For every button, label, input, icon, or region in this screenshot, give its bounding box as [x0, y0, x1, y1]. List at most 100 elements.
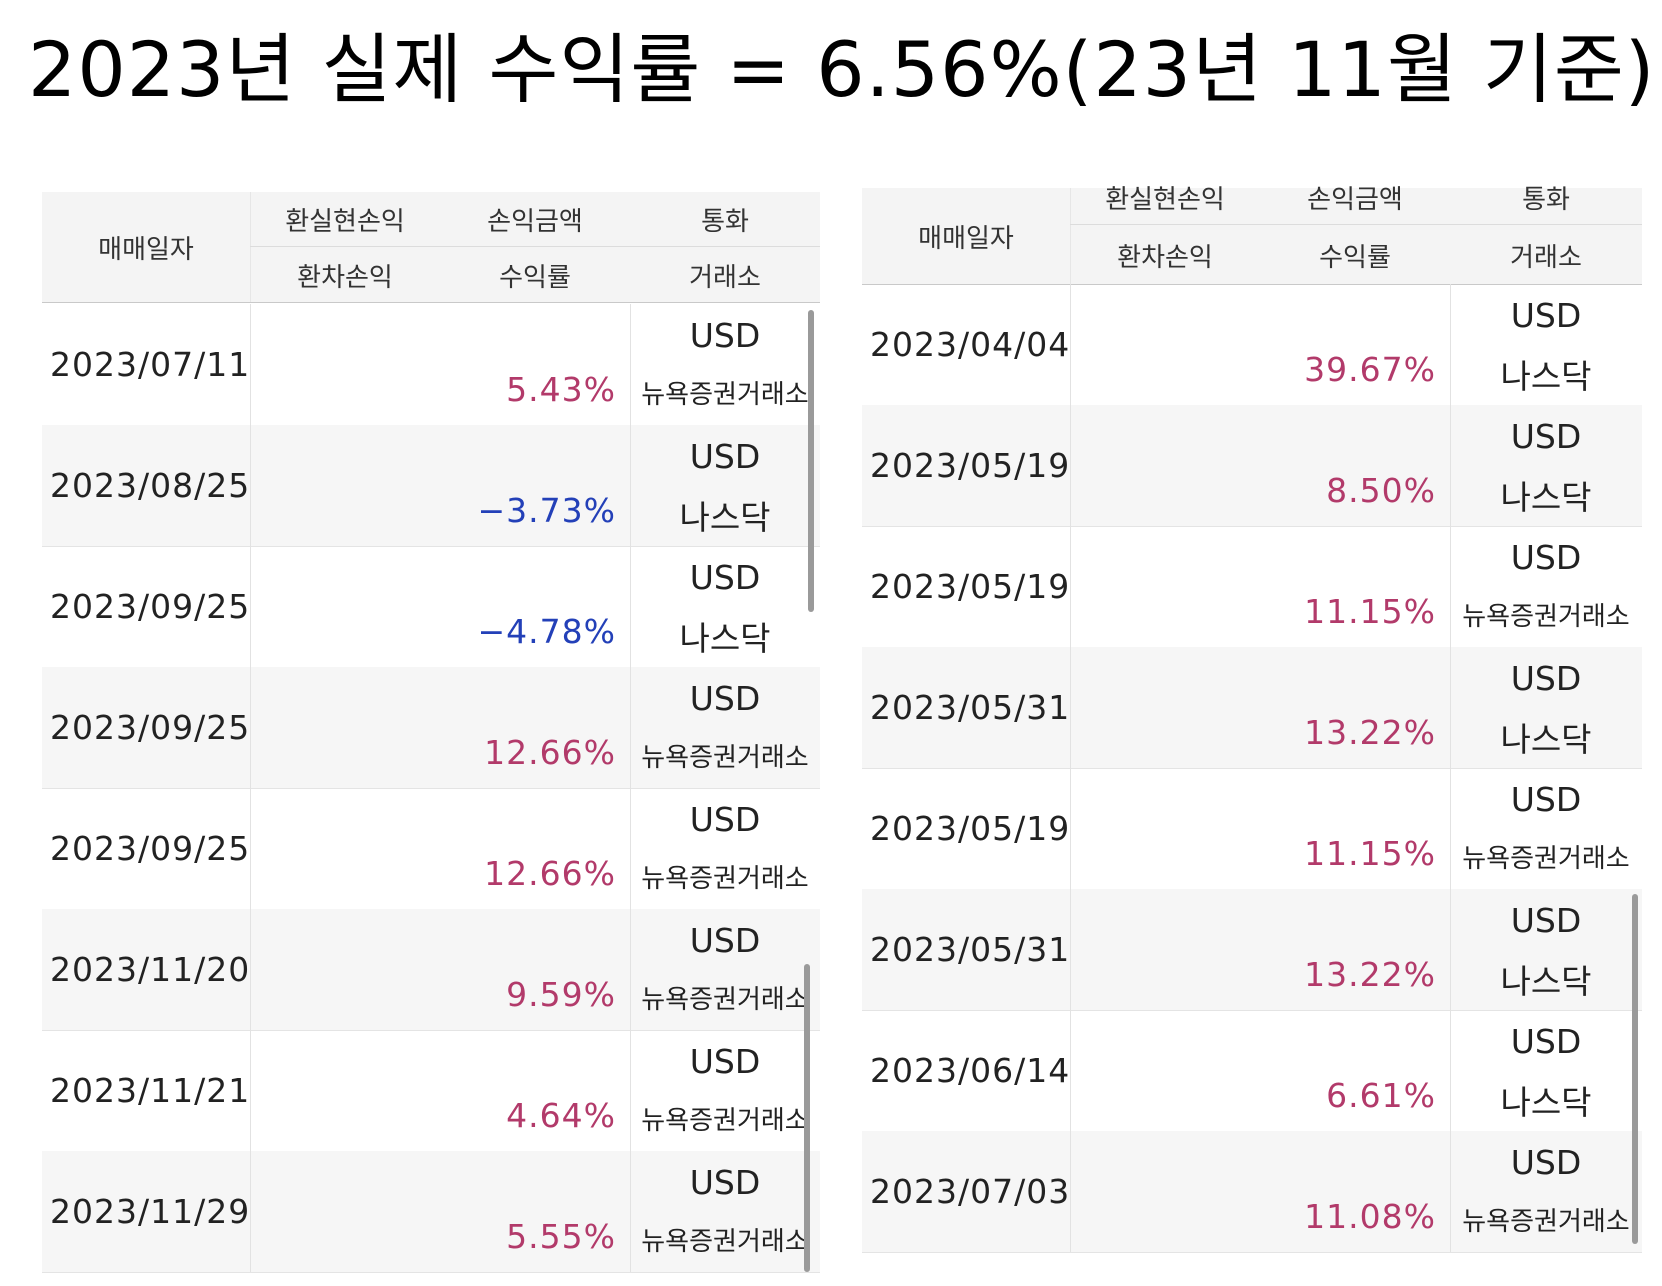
trade-date: 2023/05/31	[870, 930, 1071, 969]
currency: USD	[1510, 538, 1582, 577]
exchange: 뉴욕증권거래소	[641, 1227, 809, 1257]
table-row[interactable]: 2023/11/21 4.64% USD 뉴욕증권거래소	[42, 1030, 820, 1152]
exchange: 뉴욕증권거래소	[641, 864, 809, 894]
trade-date: 2023/05/19	[870, 446, 1071, 485]
return-rate: 5.55%	[506, 1217, 616, 1256]
table-row[interactable]: 2023/05/31 13.22% USD 나스닥	[862, 889, 1642, 1011]
currency: USD	[1510, 1143, 1582, 1182]
exchange: 나스닥	[1500, 357, 1592, 396]
trade-date: 2023/11/21	[50, 1071, 251, 1110]
currency: USD	[689, 558, 761, 597]
currency: USD	[689, 437, 761, 476]
table-row[interactable]: 2023/07/03 11.08% USD 뉴욕증권거래소	[862, 1131, 1642, 1253]
table-row[interactable]: 2023/09/25 −4.78% USD 나스닥	[42, 546, 820, 668]
currency: USD	[689, 1163, 761, 1202]
currency: USD	[689, 921, 761, 960]
exchange: 뉴욕증권거래소	[641, 743, 809, 773]
trade-date: 2023/04/04	[870, 325, 1071, 364]
header-realized: 환실현손익	[1105, 184, 1225, 215]
currency: USD	[689, 800, 761, 839]
currency: USD	[689, 316, 761, 355]
trade-date: 2023/08/25	[50, 466, 251, 505]
header-date: 매매일자	[98, 234, 194, 265]
header-fx: 환차손익	[297, 262, 393, 293]
return-rate: −4.78%	[477, 612, 616, 651]
header-rate: 수익률	[1319, 242, 1391, 273]
return-rate: 11.15%	[1304, 592, 1436, 631]
return-rate: 13.22%	[1304, 713, 1436, 752]
table-row[interactable]: 2023/08/25 −3.73% USD 나스닥	[42, 425, 820, 547]
header-rate: 수익률	[499, 262, 571, 293]
exchange: 나스닥	[679, 498, 771, 537]
exchange: 뉴욕증권거래소	[1462, 844, 1630, 874]
currency: USD	[689, 679, 761, 718]
exchange: 나스닥	[1500, 962, 1592, 1001]
exchange: 뉴욕증권거래소	[641, 985, 809, 1015]
trade-date: 2023/11/20	[50, 950, 251, 989]
trade-date: 2023/07/03	[870, 1172, 1071, 1211]
currency: USD	[1510, 780, 1582, 819]
trade-date: 2023/06/14	[870, 1051, 1071, 1090]
return-rate: 8.50%	[1326, 471, 1436, 510]
table-row[interactable]: 2023/11/29 5.55% USD 뉴욕증권거래소	[42, 1151, 820, 1273]
currency: USD	[1510, 1022, 1582, 1061]
currency: USD	[689, 1042, 761, 1081]
table-row[interactable]: 2023/07/11 5.43% USD 뉴욕증권거래소	[42, 304, 820, 426]
header-amount: 손익금액	[487, 206, 583, 237]
trade-date: 2023/09/25	[50, 829, 251, 868]
header-currency: 통화	[1522, 184, 1570, 215]
right-trade-table: 매매일자 환실현손익 손익금액 통화 환차손익 수익률 거래소 2023/04/…	[862, 185, 1642, 1253]
return-rate: 4.64%	[506, 1096, 616, 1135]
trade-date: 2023/11/29	[50, 1192, 251, 1231]
return-rate: 39.67%	[1304, 350, 1436, 389]
return-rate: 12.66%	[484, 854, 616, 893]
trade-date: 2023/09/25	[50, 587, 251, 626]
return-rate: 6.61%	[1326, 1076, 1436, 1115]
header-exchange: 거래소	[689, 262, 761, 293]
trade-date: 2023/09/25	[50, 708, 251, 747]
table-row[interactable]: 2023/04/04 39.67% USD 나스닥	[862, 284, 1642, 406]
exchange: 나스닥	[1500, 478, 1592, 517]
currency: USD	[1510, 659, 1582, 698]
trade-date: 2023/05/31	[870, 688, 1071, 727]
header-date: 매매일자	[918, 223, 1014, 254]
table-row[interactable]: 2023/09/25 12.66% USD 뉴욕증권거래소	[42, 788, 820, 910]
trade-date: 2023/05/19	[870, 567, 1071, 606]
exchange: 뉴욕증권거래소	[1462, 602, 1630, 632]
table-row[interactable]: 2023/05/19 11.15% USD 뉴욕증권거래소	[862, 768, 1642, 890]
trade-date: 2023/07/11	[50, 345, 251, 384]
table-header: 매매일자 환실현손익 손익금액 통화 환차손익 수익률 거래소	[42, 192, 820, 303]
page-title: 2023년 실제 수익률 = 6.56%(23년 11월 기준)	[28, 25, 1656, 114]
exchange: 나스닥	[1500, 1083, 1592, 1122]
currency: USD	[1510, 296, 1582, 335]
left-trade-table: 매매일자 환실현손익 손익금액 통화 환차손익 수익률 거래소 2023/07/…	[42, 192, 820, 1273]
currency: USD	[1510, 901, 1582, 940]
return-rate: 11.08%	[1304, 1197, 1436, 1236]
scrollbar-thumb[interactable]	[1632, 894, 1638, 1244]
table-header: 매매일자 환실현손익 손익금액 통화 환차손익 수익률 거래소	[862, 185, 1642, 285]
return-rate: −3.73%	[477, 491, 616, 530]
exchange: 뉴욕증권거래소	[641, 1106, 809, 1136]
return-rate: 9.59%	[506, 975, 616, 1014]
header-fx: 환차손익	[1117, 242, 1213, 273]
table-row[interactable]: 2023/05/19 8.50% USD 나스닥	[862, 405, 1642, 527]
table-row[interactable]: 2023/09/25 12.66% USD 뉴욕증권거래소	[42, 667, 820, 789]
scrollbar-thumb[interactable]	[808, 310, 814, 612]
exchange: 뉴욕증권거래소	[641, 380, 809, 410]
return-rate: 5.43%	[506, 370, 616, 409]
exchange: 뉴욕증권거래소	[1462, 1207, 1630, 1237]
table-row[interactable]: 2023/11/20 9.59% USD 뉴욕증권거래소	[42, 909, 820, 1031]
return-rate: 12.66%	[484, 733, 616, 772]
trade-date: 2023/05/19	[870, 809, 1071, 848]
table-row[interactable]: 2023/05/19 11.15% USD 뉴욕증권거래소	[862, 526, 1642, 648]
currency: USD	[1510, 417, 1582, 456]
return-rate: 11.15%	[1304, 834, 1436, 873]
exchange: 나스닥	[1500, 720, 1592, 759]
return-rate: 13.22%	[1304, 955, 1436, 994]
exchange: 나스닥	[679, 619, 771, 658]
header-amount: 손익금액	[1307, 184, 1403, 215]
table-row[interactable]: 2023/05/31 13.22% USD 나스닥	[862, 647, 1642, 769]
table-row[interactable]: 2023/06/14 6.61% USD 나스닥	[862, 1010, 1642, 1132]
scrollbar-thumb[interactable]	[804, 964, 810, 1272]
header-exchange: 거래소	[1510, 242, 1582, 273]
